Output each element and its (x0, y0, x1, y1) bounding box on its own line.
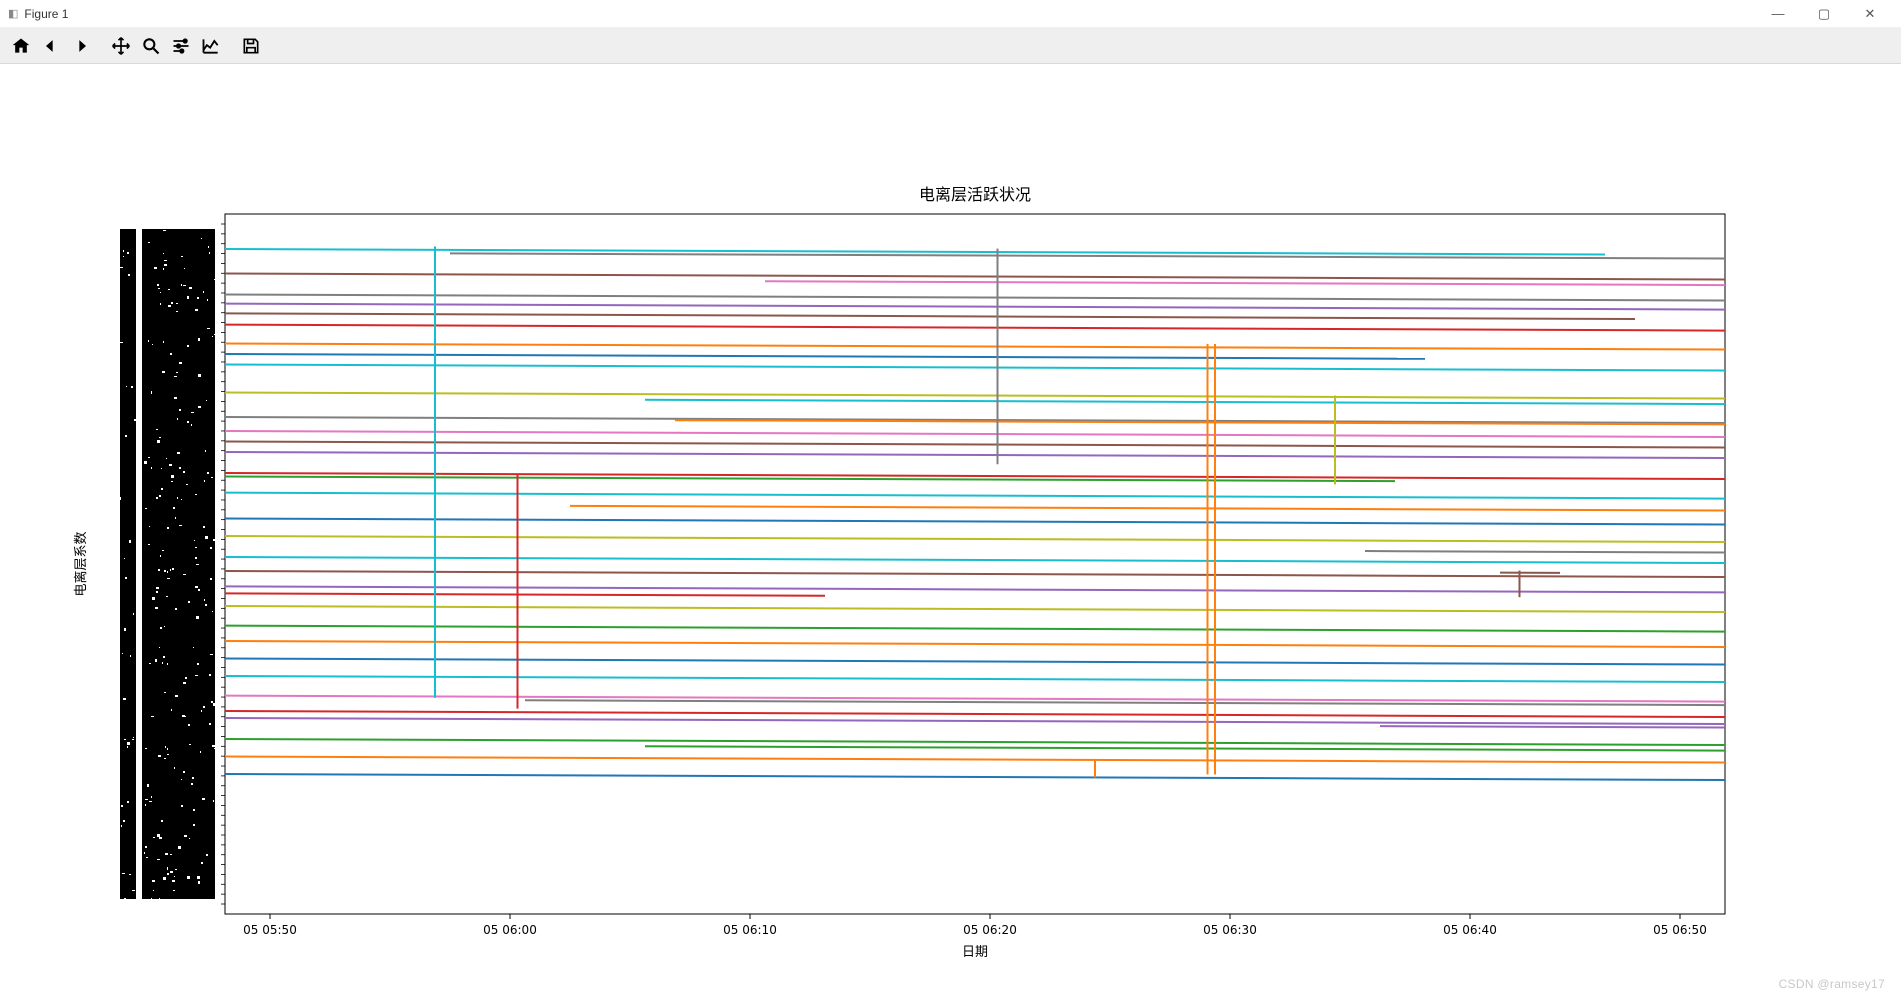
series-line (225, 325, 1725, 331)
zoom-icon (141, 36, 161, 56)
x-tick-label: 05 06:10 (723, 923, 777, 937)
titlebar: ◧ Figure 1 — ▢ ✕ (0, 0, 1901, 28)
back-button[interactable] (36, 31, 66, 61)
series-line (225, 393, 1725, 399)
zoom-button[interactable] (136, 31, 166, 61)
toolbar-separator (96, 31, 106, 61)
series-line (225, 593, 825, 595)
series-line (225, 774, 1725, 780)
x-tick-label: 05 06:50 (1653, 923, 1707, 937)
maximize-button[interactable]: ▢ (1801, 0, 1847, 28)
pan-button[interactable] (106, 31, 136, 61)
series-line (225, 274, 1725, 280)
series-line (225, 557, 1725, 563)
series-line (225, 304, 1725, 310)
x-tick-label: 05 06:30 (1203, 923, 1257, 937)
chart-title: 电离层活跃状况 (919, 185, 1031, 204)
series-line (225, 354, 1425, 359)
series-line (225, 676, 1725, 682)
edit-axis-icon (201, 36, 221, 56)
toolbar-separator (226, 31, 236, 61)
forward-icon (71, 36, 91, 56)
series-line (225, 519, 1725, 525)
series-line (225, 365, 1725, 371)
y-axis-label: 电离层系数 (73, 531, 89, 596)
pan-icon (111, 36, 131, 56)
series-line (225, 431, 1725, 437)
series-line (225, 295, 1725, 301)
y-tick-labels-dense (120, 229, 215, 899)
x-tick-label: 05 05:50 (243, 923, 297, 937)
csdn-watermark: CSDN @ramsey17 (1779, 977, 1885, 991)
series-line (225, 718, 1725, 724)
series-line (645, 746, 1725, 750)
x-tick-label: 05 06:40 (1443, 923, 1497, 937)
series-line (225, 626, 1725, 632)
save-button[interactable] (236, 31, 266, 61)
series-line (765, 281, 1725, 285)
series-line (225, 313, 1635, 319)
home-icon (11, 36, 31, 56)
configure-button[interactable] (166, 31, 196, 61)
series-line (225, 696, 1725, 702)
series-line (225, 659, 1725, 665)
x-axis-label: 日期 (962, 945, 988, 960)
series-line (225, 536, 1725, 542)
forward-button[interactable] (66, 31, 96, 61)
matplotlib-toolbar (0, 28, 1901, 64)
series-line (225, 606, 1725, 612)
series-line (225, 344, 1725, 350)
save-icon (241, 36, 261, 56)
series-line (225, 757, 1725, 763)
series-line (225, 739, 1725, 745)
figure-icon: ◧ (8, 7, 18, 20)
window-title: Figure 1 (24, 7, 68, 21)
figure-canvas[interactable]: 电离层活跃状况 05 05:50 05 06:00 05 06:10 05 06:20 0… (0, 64, 1901, 997)
series-line (225, 711, 1725, 717)
plot-svg: 电离层活跃状况 05 05:50 05 06:00 05 06:10 05 06:20 0… (0, 64, 1901, 997)
series-line (225, 249, 1605, 255)
series-line (225, 452, 1725, 458)
configure-subplots-icon (171, 36, 191, 56)
series-line (225, 442, 1725, 448)
series-line (1380, 726, 1725, 727)
home-button[interactable] (6, 31, 36, 61)
series-line (570, 506, 1725, 511)
series-line (645, 400, 1725, 404)
series-line (225, 571, 1725, 577)
close-button[interactable]: ✕ (1847, 0, 1893, 28)
axis-edit-button[interactable] (196, 31, 226, 61)
series-line (225, 586, 1725, 592)
minimize-button[interactable]: — (1755, 0, 1801, 28)
x-tick-label: 05 06:20 (963, 923, 1017, 937)
back-icon (41, 36, 61, 56)
series-line (1365, 551, 1725, 552)
x-tick-label: 05 06:00 (483, 923, 537, 937)
series-line (225, 493, 1725, 499)
series-line (225, 641, 1725, 647)
